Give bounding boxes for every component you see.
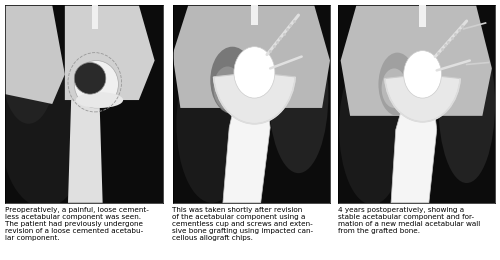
Ellipse shape bbox=[382, 68, 407, 108]
Wedge shape bbox=[385, 74, 460, 122]
Ellipse shape bbox=[74, 61, 118, 108]
Ellipse shape bbox=[214, 67, 242, 110]
Polygon shape bbox=[340, 5, 492, 116]
Polygon shape bbox=[223, 88, 270, 203]
Polygon shape bbox=[5, 5, 65, 104]
Ellipse shape bbox=[268, 15, 328, 173]
Text: Preoperatively, a painful, loose cement-
less acetabular component was seen.
The: Preoperatively, a painful, loose cement-… bbox=[5, 207, 149, 241]
Wedge shape bbox=[214, 72, 295, 124]
Bar bbox=[251, 5, 258, 25]
Circle shape bbox=[234, 47, 275, 98]
Polygon shape bbox=[68, 100, 102, 203]
Ellipse shape bbox=[339, 51, 405, 205]
Ellipse shape bbox=[176, 45, 248, 203]
Polygon shape bbox=[172, 5, 330, 108]
Ellipse shape bbox=[1, 60, 88, 208]
Circle shape bbox=[404, 51, 442, 98]
Text: This was taken shortly after revision
of the acetabular component using a
cement: This was taken shortly after revision of… bbox=[172, 207, 314, 241]
Text: 4 years postoperatively, showing a
stable acetabular component and for-
mation o: 4 years postoperatively, showing a stabl… bbox=[338, 207, 480, 234]
Ellipse shape bbox=[210, 47, 254, 114]
Ellipse shape bbox=[378, 53, 416, 116]
Ellipse shape bbox=[1, 5, 56, 124]
Polygon shape bbox=[391, 90, 436, 203]
Ellipse shape bbox=[74, 62, 106, 94]
Ellipse shape bbox=[438, 25, 495, 183]
Bar bbox=[420, 5, 426, 27]
Polygon shape bbox=[65, 5, 154, 100]
Bar bbox=[92, 5, 98, 29]
Ellipse shape bbox=[76, 92, 123, 108]
